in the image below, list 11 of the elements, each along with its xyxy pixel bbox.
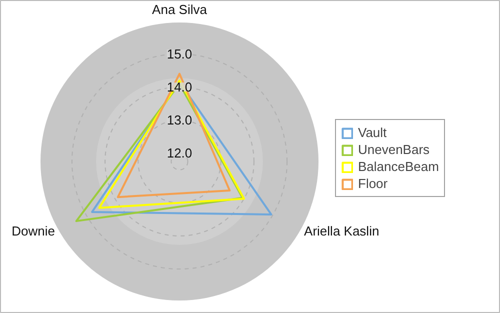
spoke-label: Ana Silva: [152, 2, 208, 17]
legend-label: BalanceBeam: [358, 159, 439, 174]
y-tick-label: 14.0: [166, 80, 192, 95]
spoke-label: Downie: [12, 224, 55, 238]
y-tick-label: 12.0: [166, 146, 192, 161]
legend-label: Floor: [358, 176, 388, 191]
y-tick-label: 15.0: [166, 46, 192, 62]
spoke-label: Ariella Kaslin: [304, 224, 380, 238]
y-tick-label: 13.0: [166, 112, 192, 128]
legend-label: UnevenBars: [358, 142, 430, 157]
legend-label: Vault: [358, 125, 387, 140]
